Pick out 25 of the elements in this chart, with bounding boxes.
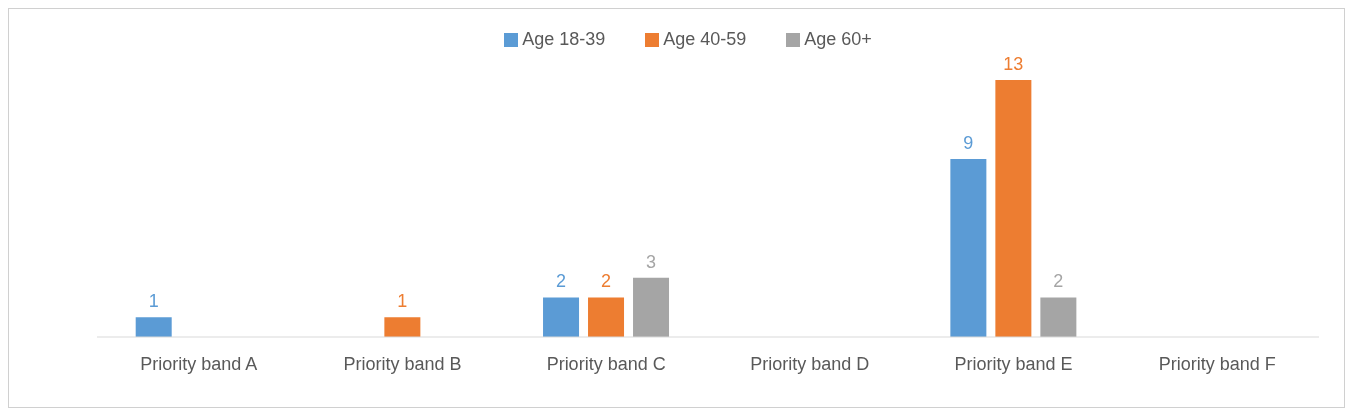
bar	[135, 317, 172, 337]
data-label: 1	[148, 291, 159, 312]
x-tick-label: Priority band A	[140, 353, 258, 374]
bar	[1040, 297, 1077, 337]
x-tick-label: Priority band D	[750, 353, 870, 374]
data-label: 3	[646, 251, 657, 272]
bar	[950, 159, 987, 337]
legend-label: Age 18-39	[522, 29, 606, 49]
x-tick-label: Priority band B	[343, 353, 462, 374]
x-tick-label: Priority band E	[954, 353, 1073, 374]
x-tick-label: Priority band F	[1158, 353, 1276, 374]
data-label: 13	[1003, 54, 1024, 74]
bar	[633, 277, 670, 337]
bar	[384, 317, 421, 337]
legend-label: Age 60+	[804, 29, 872, 49]
data-label: 2	[556, 271, 567, 292]
bar	[588, 297, 625, 337]
bar	[543, 297, 580, 337]
x-tick-label: Priority band C	[546, 353, 666, 374]
bar	[995, 80, 1032, 337]
data-label: 1	[397, 291, 408, 312]
data-label: 2	[601, 271, 612, 292]
data-label: 2	[1053, 271, 1064, 292]
legend-label: Age 40-59	[663, 29, 747, 49]
data-label: 9	[963, 133, 974, 154]
